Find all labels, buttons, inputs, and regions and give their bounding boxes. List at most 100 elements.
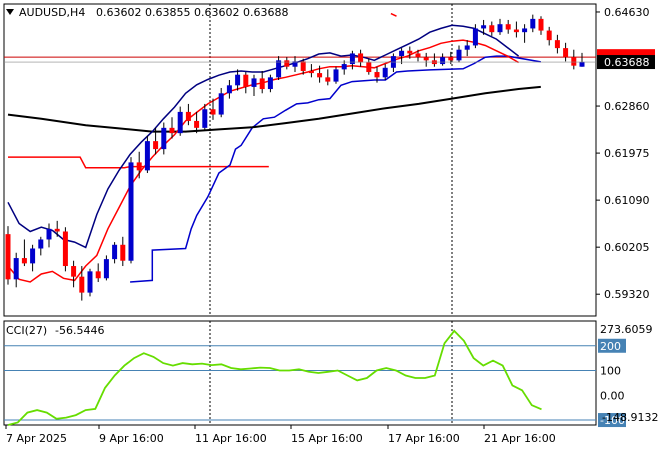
candle-body [177, 111, 183, 134]
cci-max-label: 273.6059 [600, 323, 653, 336]
candle-body [144, 141, 150, 171]
candle [333, 66, 339, 84]
candle [382, 64, 388, 81]
candle [522, 24, 528, 43]
candle [349, 50, 355, 70]
cci-tick-label: 0.00 [600, 389, 625, 402]
candle [128, 157, 134, 264]
candle-body [218, 93, 224, 115]
candle-body [276, 60, 282, 78]
cci-tick-label: 200 [600, 340, 621, 353]
ohlc-open-label: 0.63602 [96, 6, 142, 19]
candle-body [30, 248, 36, 264]
indicator-line [8, 156, 269, 169]
candle-body [341, 64, 347, 70]
candle-body [38, 239, 44, 249]
candle-body [456, 49, 462, 61]
candle-body [308, 70, 314, 74]
candle [62, 227, 68, 272]
candle-body [5, 234, 11, 280]
candle-body [251, 78, 257, 87]
candle-body [546, 30, 552, 41]
candle-body [259, 78, 265, 90]
candle-body [103, 259, 109, 279]
ohlc-close-label: 0.63688 [243, 6, 289, 19]
candle [54, 220, 60, 237]
time-axis: 7 Apr 2025 9 Apr 16:00 11 Apr 16:00 15 Apr … [5, 425, 556, 445]
candle-body [366, 62, 372, 73]
candle-body [95, 271, 101, 279]
candle-body [71, 266, 77, 277]
candle [235, 69, 241, 91]
candle [554, 34, 560, 54]
candle-body [284, 60, 290, 67]
candle-body [54, 228, 60, 232]
ohlc-low-label: 0.63602 [194, 6, 240, 19]
time-tick-label: 9 Apr 16:00 [99, 432, 164, 445]
price-frame [3, 3, 597, 317]
candle-body [538, 18, 544, 31]
candle [218, 87, 224, 118]
candle [194, 111, 200, 134]
candle [161, 122, 167, 155]
candle [202, 103, 208, 131]
candle [112, 242, 118, 264]
collapse-triangle-icon[interactable] [6, 9, 14, 15]
price-tick-label: 0.60205 [604, 241, 650, 254]
candle [308, 64, 314, 78]
candle [120, 236, 126, 267]
symbol-timeframe-label: AUDUSD,H4 [19, 6, 85, 19]
candle-body [87, 271, 93, 293]
candle [95, 263, 101, 282]
candle-body [169, 127, 175, 134]
candle [472, 24, 478, 49]
candle-body [349, 53, 355, 65]
candle-body [292, 61, 298, 67]
price-tick-label: 0.62860 [604, 100, 650, 113]
candle [399, 48, 405, 65]
candle-body [46, 228, 52, 240]
price-panel: 0.64630 0.62860 0.61975 0.61090 0.60205 0.593… [3, 3, 655, 317]
candle-body [513, 29, 519, 33]
candle-body [415, 53, 421, 58]
candle [563, 42, 569, 62]
candle [276, 56, 282, 81]
candle-body [267, 77, 273, 90]
candle [415, 49, 421, 62]
candle [489, 21, 495, 36]
candle-body [185, 111, 191, 121]
candle [5, 226, 11, 285]
candle-body [563, 48, 569, 58]
candle [185, 103, 191, 126]
candle-body [333, 69, 339, 82]
time-tick-label: 7 Apr 2025 [6, 432, 67, 445]
candle [243, 72, 249, 94]
candle-body [79, 276, 85, 293]
indicator-line [7, 85, 541, 133]
candle [456, 45, 462, 63]
candle [144, 135, 150, 174]
candle [538, 16, 544, 35]
cci-title-label: CCI(27) [6, 324, 47, 337]
candle-body [472, 28, 478, 46]
candle [226, 80, 232, 99]
cci-frame [3, 320, 597, 426]
candle-body [423, 57, 429, 61]
candle-body [13, 258, 19, 280]
candle [341, 60, 347, 75]
candle-body [448, 57, 454, 61]
candle-body [21, 258, 27, 264]
cci-line [7, 329, 542, 426]
candle-body [300, 61, 306, 71]
time-tick-label: 17 Apr 16:00 [388, 432, 460, 445]
candle [579, 52, 585, 67]
candle [317, 65, 323, 83]
candle [210, 98, 216, 120]
candle [71, 260, 77, 288]
candle [464, 40, 470, 57]
candle-body [440, 57, 446, 65]
candle-body [530, 18, 536, 29]
candle-body [235, 74, 241, 86]
candle-body [153, 141, 159, 150]
